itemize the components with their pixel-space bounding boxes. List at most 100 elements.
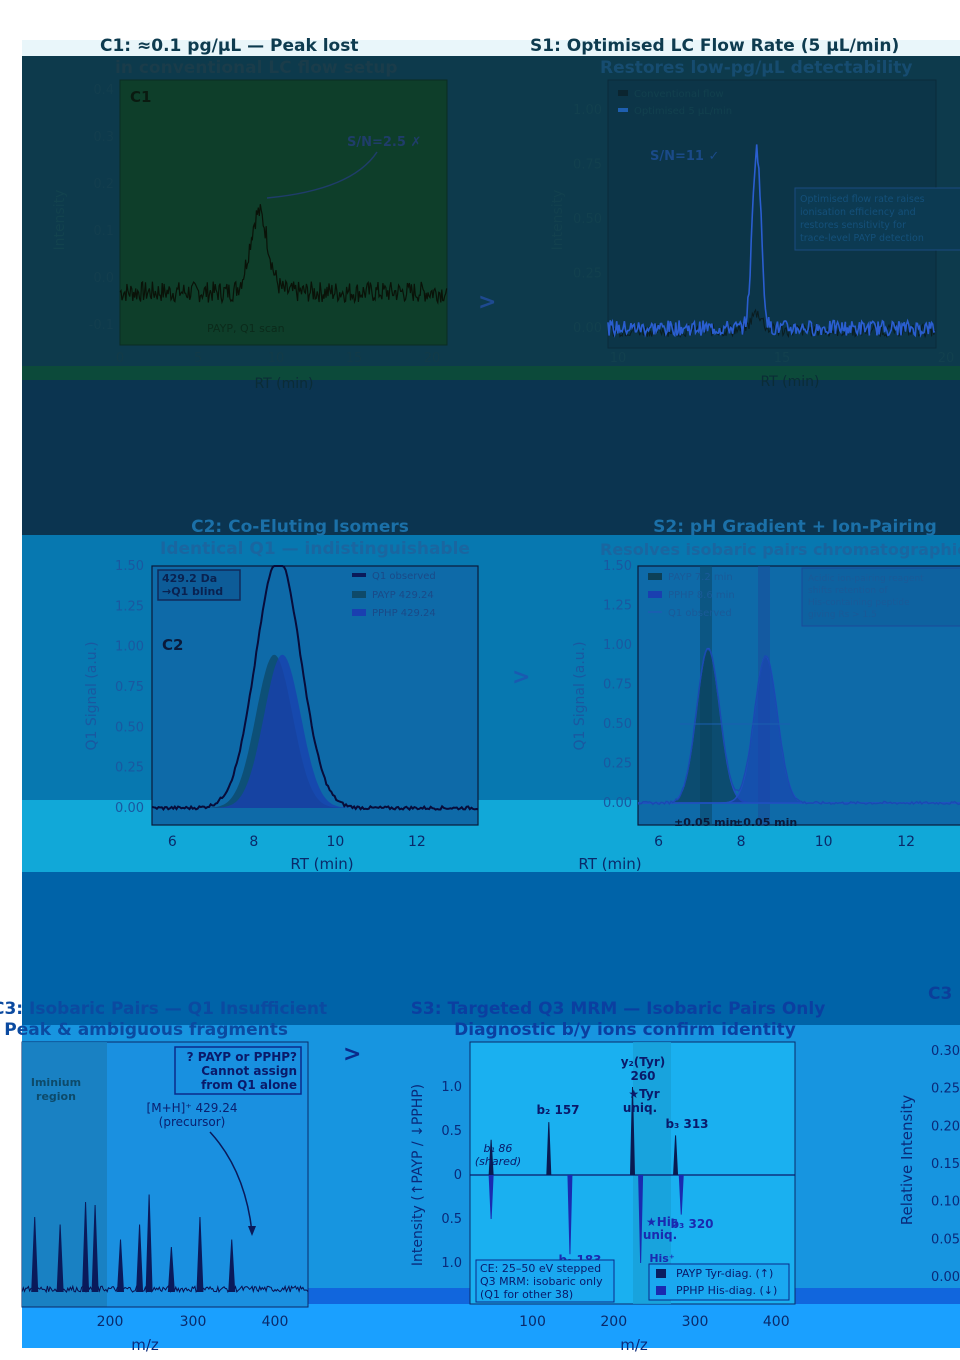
c3-precursor-2: (precursor)	[159, 1115, 226, 1129]
s1-note-2: ionisation efficiency and	[800, 207, 916, 218]
c2-x-ticks: 6 8 10 12	[168, 834, 426, 850]
s3-ion-tyr-1: ★Tyr	[628, 1087, 659, 1101]
c1-ylabel: Intensity	[52, 190, 68, 251]
s3-title: S3: Targeted Q3 MRM — Isobaric Pairs Onl…	[410, 999, 826, 1019]
c3-precursor-arrowhead	[248, 1226, 256, 1236]
c1-subtitle: in conventional LC flow setup	[115, 58, 398, 78]
s3-ion-157: b₂ 157	[536, 1103, 579, 1117]
tick-label: 0	[454, 1168, 462, 1183]
tick-label: 1.50	[603, 559, 632, 574]
s3-y-ticks: 1.0 0.5 0 0.5 1.0	[441, 1080, 462, 1271]
tick-label: 1.0	[441, 1256, 462, 1271]
tick-label: 0.20	[931, 1119, 960, 1134]
s3-bar-payp	[546, 1122, 552, 1176]
c3-peak	[31, 1216, 39, 1293]
tick-label: 0.1	[93, 224, 114, 239]
s2-rt-label-1: ±0.05 min	[674, 816, 737, 829]
c3-box-1: ? PAYP or PPHP?	[187, 1050, 297, 1064]
tick-label: 400	[763, 1314, 790, 1330]
tick-label: 300	[682, 1314, 709, 1330]
s1-title: S1: Optimised LC Flow Rate (5 µL/min)	[530, 36, 900, 56]
s3-legend-swatch-payp	[656, 1269, 666, 1278]
c3-precursor-1: [M+H]⁺ 429.24	[147, 1101, 238, 1115]
s3-xlabel: m/z	[620, 1336, 648, 1354]
c3-peak	[82, 1201, 90, 1293]
tick-label: 8	[249, 834, 258, 850]
c3-iminium-1: Iminium	[31, 1076, 81, 1089]
c3-precursor-arrow	[209, 1131, 253, 1233]
tick-label: -0.1	[89, 318, 114, 333]
tick-label: 200	[600, 1314, 627, 1330]
s2-note-2: shifts retention of	[808, 586, 888, 596]
c1-tag: C1	[130, 88, 151, 106]
s1-note-1: Optimised flow rate raises	[800, 194, 925, 205]
tick-label: 10	[326, 834, 344, 850]
s1-legend-opt: Optimised 5 µL/min	[634, 106, 732, 117]
tick-label: 0.50	[573, 212, 602, 227]
tick-label: 1.0	[441, 1080, 462, 1095]
s1-subtitle: Restores low-pg/µL detectability	[600, 58, 913, 78]
band-row3-bottom	[22, 1304, 960, 1348]
c3-peak	[56, 1224, 64, 1293]
s3-bar-payp	[488, 1139, 494, 1176]
s3-ion-86-2: (shared)	[475, 1155, 521, 1168]
tick-label: 0.00	[115, 801, 144, 816]
c3-xlabel: m/z	[131, 1336, 159, 1354]
s3-ion-his-2: uniq.	[643, 1228, 677, 1242]
band-gap1	[22, 380, 960, 535]
s1-x-ticks: 10 15 20	[610, 351, 955, 366]
s2-legend-pphp: PPHP 8.6 min	[668, 590, 735, 601]
s3-legend-pphp: PPHP His-diag. (↓)	[676, 1284, 777, 1297]
tick-label: 1.00	[603, 638, 632, 653]
s2-subtitle: Resolves isobaric pairs chromatographica…	[600, 540, 960, 559]
c3-box-3: from Q1 alone	[201, 1078, 297, 1092]
c1-y-ticks: 0.4 0.3 0.2 0.1 0.0 -0.1	[89, 83, 114, 333]
s1-legend: Conventional flow Optimised 5 µL/min	[618, 89, 732, 117]
s3-x-ticks: 100 200 300 400	[519, 1314, 789, 1330]
c2-chart: 429.2 Da →Q1 blind C2 Q1 observed PAYP 4…	[84, 559, 479, 873]
c3-peaks	[31, 1194, 236, 1293]
s3-ion-320: b₃ 320	[670, 1217, 713, 1231]
c2-title: C2: Co-Eluting Isomers	[191, 517, 409, 537]
row3-arrow: >	[343, 1042, 362, 1067]
s1-legend-conv: Conventional flow	[634, 89, 724, 100]
band-row1-bottom	[22, 366, 960, 380]
s1-chart: Conventional flow Optimised 5 µL/min S/N…	[550, 79, 960, 390]
s2-note-box	[801, 567, 960, 627]
tick-label: 0.0	[93, 271, 114, 286]
c3-iminium-2: region	[36, 1090, 76, 1103]
s3-ce-box	[475, 1259, 615, 1303]
tick-label: 300	[180, 1314, 207, 1330]
tick-label: 0.15	[931, 1157, 960, 1172]
s3-ion-his-imm: His⁺	[649, 1252, 675, 1265]
c1-plot-area	[119, 79, 448, 346]
band-gap2	[22, 872, 960, 1025]
c3-box-2: Cannot assign	[201, 1064, 297, 1078]
s2-note-4: giving Rs > 1.5	[808, 610, 877, 620]
tick-label: 20	[424, 351, 441, 366]
tick-label: 1.00	[573, 103, 602, 118]
tick-label: 0.25	[603, 757, 632, 772]
tick-label: 1.00	[115, 640, 144, 655]
s3-bar-pphp	[488, 1174, 494, 1220]
s3-bar-payp	[630, 1086, 635, 1176]
tick-label: 0.3	[93, 130, 114, 145]
c2-box	[157, 569, 241, 601]
tick-label: 10	[610, 351, 627, 366]
s3-ion-86-1: b₁ 86	[484, 1142, 513, 1155]
c1-chart: C1 S/N=2.5 ✗ PAYP, Q1 scan 0.40.30.20.10…	[52, 79, 448, 392]
tick-label: 0.05	[931, 1232, 960, 1247]
row2-arrow: >	[512, 665, 531, 690]
c3b-title: C3	[928, 984, 953, 1004]
s2-legend-q1: Q1 observed	[668, 608, 732, 619]
c1-annotation-arrow	[266, 151, 378, 199]
c1-xlabel: RT (min)	[254, 376, 313, 392]
c3-chart: Iminium region ? PAYP or PPHP? Cannot as…	[21, 1041, 309, 1354]
tick-label: 0.30	[931, 1044, 960, 1059]
tick-label: 0.5	[441, 1124, 462, 1139]
s1-xlabel: RT (min)	[760, 374, 819, 390]
s2-chart: PAYP 7.2 min PPHP 8.6 min Q1 observed Ac…	[572, 559, 960, 873]
s3-ce-3: (Q1 for other 38)	[480, 1288, 573, 1301]
s3-bar-pphp	[567, 1174, 573, 1255]
